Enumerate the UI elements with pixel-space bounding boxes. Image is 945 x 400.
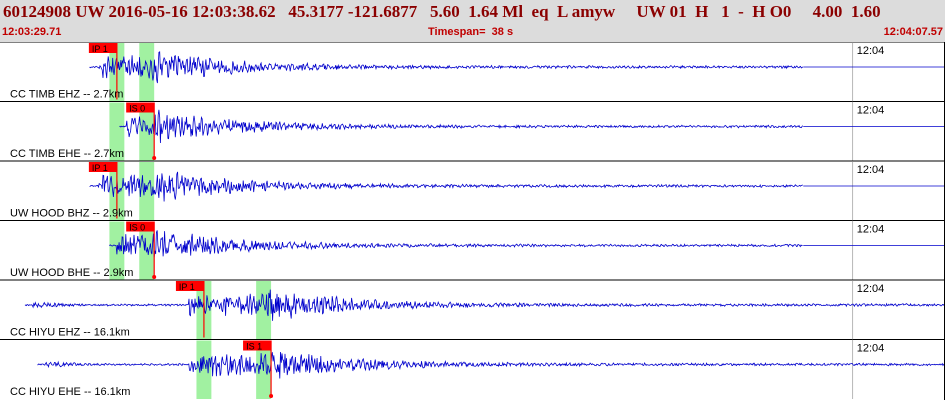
pick-window [196, 340, 212, 399]
waveform [89, 51, 804, 84]
pick-flag[interactable] [88, 43, 117, 53]
trace-panel[interactable]: 12:04 IS 1 CC HIYU EHE -- 16.1km [0, 339, 945, 400]
waveform [24, 289, 945, 321]
pick-marker [152, 156, 157, 160]
trace-panel[interactable]: 12:04 IP 1 CC HIYU EHZ -- 16.1km [0, 279, 945, 340]
event-header: 60124908 UW 2016-05-16 12:03:38.62 45.31… [0, 0, 945, 42]
pick-window [139, 162, 155, 221]
pick-marker [269, 394, 274, 398]
station-label: UW HOOD BHZ -- 2.9km [10, 208, 133, 220]
pick-window [109, 102, 125, 161]
minute-label: 12:04 [857, 283, 885, 295]
pick-flag[interactable] [88, 162, 117, 172]
pick-label: IP 1 [179, 282, 195, 292]
pick-flag[interactable] [243, 340, 272, 351]
pick-flag[interactable] [126, 102, 155, 113]
pick-label: IS 0 [129, 223, 145, 233]
station-label: CC TIMB EHE -- 2.7km [10, 148, 124, 160]
pick-window [139, 43, 155, 102]
pick-window [256, 281, 272, 340]
trace-panel[interactable]: 12:04 IP 1 UW HOOD BHZ -- 2.9km [0, 160, 945, 221]
minute-label: 12:04 [857, 164, 885, 176]
event-summary: 60124908 UW 2016-05-16 12:03:38.62 45.31… [3, 2, 881, 21]
pick-marker [152, 275, 157, 279]
seismogram-panels[interactable]: 12:04 IP 1 CC TIMB EHZ -- 2.7km 12:04 IS 0 CC… [0, 42, 945, 400]
start-time: 12:03:29.71 [2, 26, 62, 38]
pick-flag[interactable] [175, 281, 204, 291]
pick-label: IP 1 [92, 163, 108, 173]
end-time: 12:04:07.57 [883, 26, 943, 38]
trace-panel[interactable]: 12:04 IS 0 CC TIMB EHE -- 2.7km [0, 101, 945, 162]
station-label: UW HOOD BHE -- 2.9km [10, 267, 133, 279]
pick-label: IP 1 [92, 44, 108, 54]
trace-panel[interactable]: 12:04 IS 0 UW HOOD BHE -- 2.9km [0, 220, 945, 281]
pick-flag[interactable] [126, 221, 155, 232]
timespan-label: Timespan= 38 s [428, 26, 514, 38]
waveform [37, 351, 945, 379]
station-label: CC HIYU EHZ -- 16.1km [10, 327, 130, 339]
minute-label: 12:04 [857, 45, 885, 57]
waveform [109, 230, 803, 258]
station-label: CC TIMB EHZ -- 2.7km [10, 89, 123, 101]
trace-panel[interactable]: 12:04 IP 1 CC TIMB EHZ -- 2.7km [0, 42, 945, 102]
station-label: CC HIYU EHE -- 16.1km [10, 386, 130, 398]
pick-label: IS 1 [246, 342, 262, 352]
waveform [89, 171, 803, 202]
pick-label: IS 0 [129, 104, 145, 114]
minute-label: 12:04 [857, 224, 885, 236]
minute-label: 12:04 [857, 343, 885, 355]
pick-window [139, 102, 155, 161]
waveform [119, 109, 804, 144]
minute-label: 12:04 [857, 105, 885, 117]
